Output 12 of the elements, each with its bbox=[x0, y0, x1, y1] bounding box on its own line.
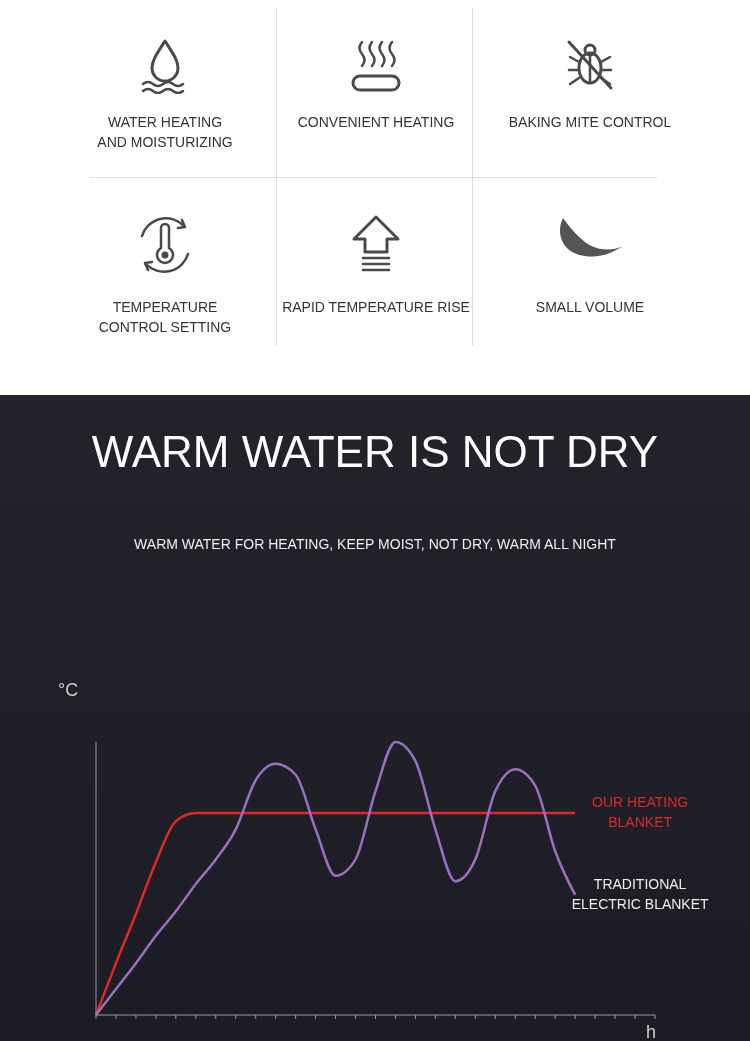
chart-title: WARM WATER IS NOT DRY bbox=[90, 427, 660, 477]
series-label: TRADITIONAL ELECTRIC BLANKET bbox=[571, 875, 710, 912]
y-axis-title: °C bbox=[58, 680, 79, 701]
text: RAPID TEMPERATURE RISE bbox=[281, 298, 471, 317]
text: TEMPERATURE CONTROL SETTING bbox=[97, 298, 233, 337]
text: CONVENIENT HEATING bbox=[296, 113, 456, 132]
text: BAKING MITE CONTROL bbox=[507, 113, 673, 132]
series-label: OUR HEATING BLANKET bbox=[592, 793, 689, 830]
x-axis-title: h bbox=[646, 1022, 657, 1041]
text: WATER HEATING AND MOISTURIZING bbox=[96, 113, 234, 152]
text: SMALL VOLUME bbox=[534, 298, 646, 317]
chart-subtitle: WARM WATER FOR HEATING, KEEP MOIST, NOT DRY, WARM ALL NIGHT bbox=[133, 536, 617, 552]
